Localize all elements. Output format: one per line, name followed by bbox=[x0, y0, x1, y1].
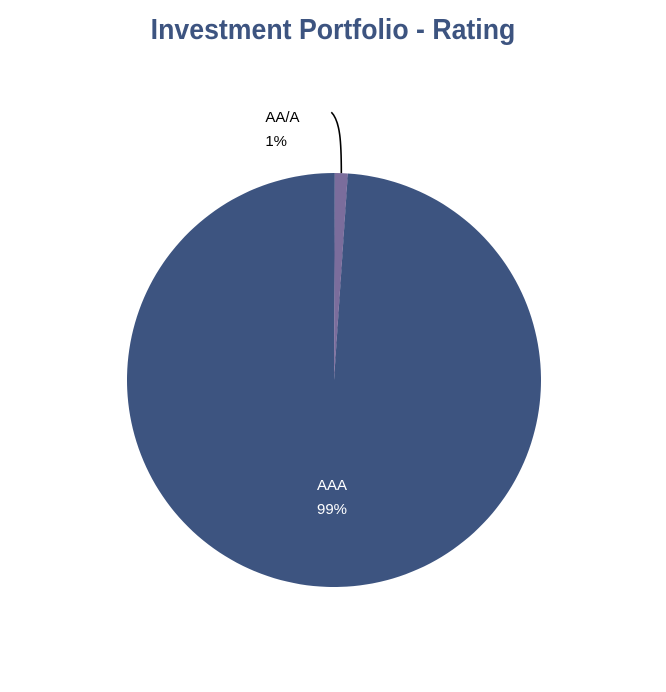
slice-label-name: AAA bbox=[317, 477, 347, 494]
pie-slices bbox=[127, 173, 542, 587]
chart-title: Investment Portfolio - Rating bbox=[150, 14, 516, 46]
slice-label-name: AA/A bbox=[265, 109, 299, 126]
pie-slice-aaa bbox=[127, 173, 542, 587]
pie-labels: AAA 99% AA/A 1% bbox=[265, 109, 347, 518]
slice-label-percent: 1% bbox=[265, 133, 287, 150]
leader-line bbox=[330, 111, 343, 174]
slice-label-percent: 99% bbox=[317, 501, 347, 518]
pie-slice-aa-a bbox=[334, 173, 348, 380]
